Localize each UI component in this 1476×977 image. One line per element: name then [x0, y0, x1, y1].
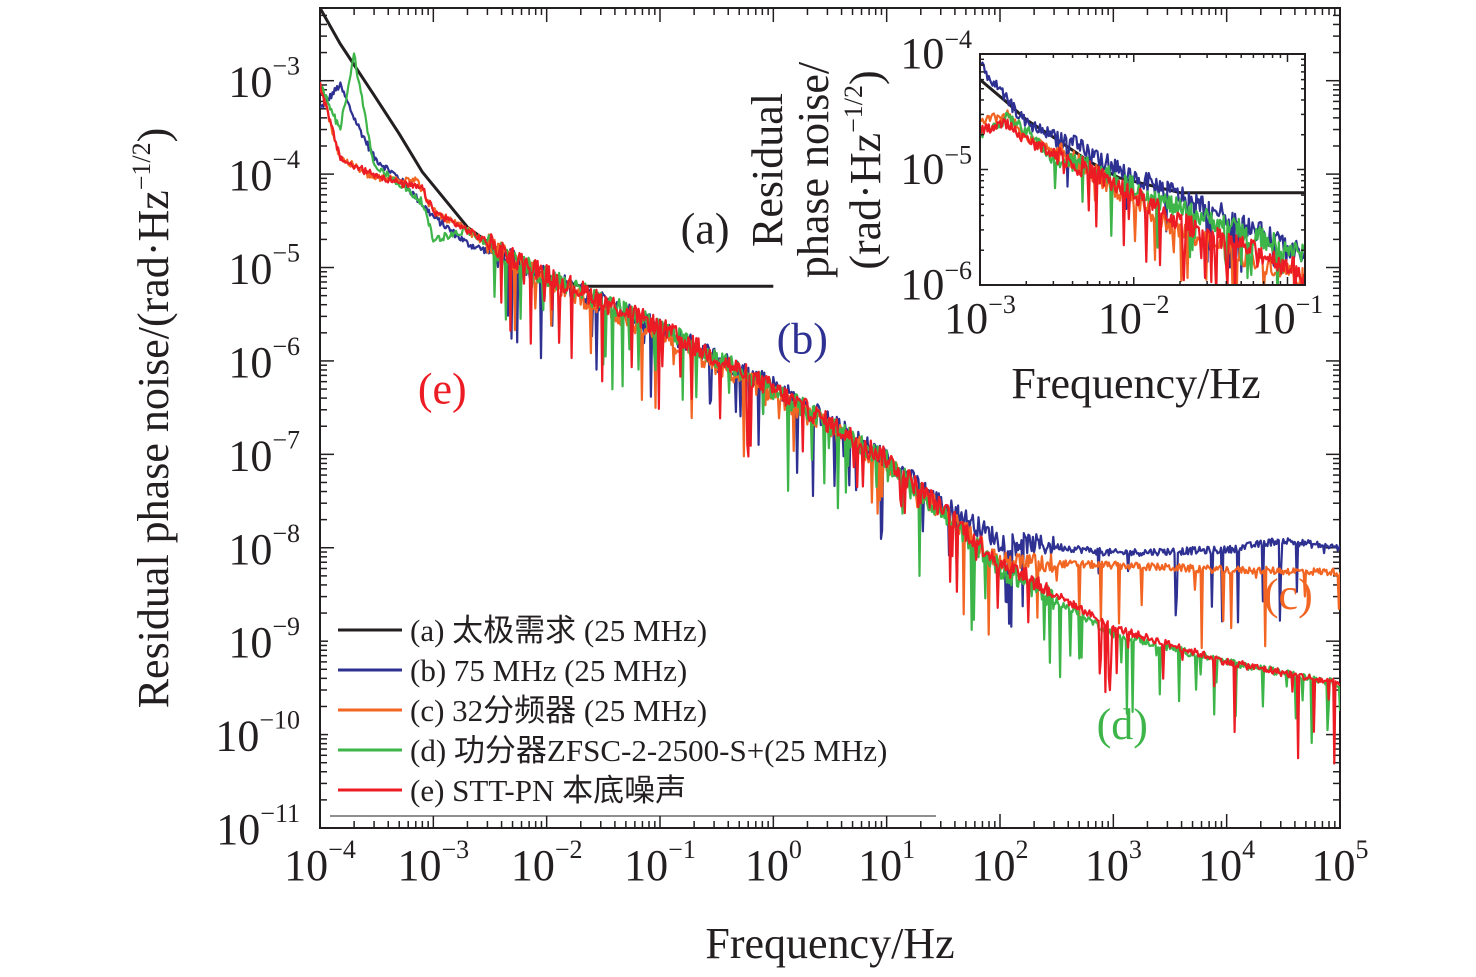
x-tick-label: 10−4	[284, 835, 356, 890]
y-tick-label: 10−10	[215, 706, 300, 761]
x-tick-label: 104	[1198, 835, 1255, 890]
y-tick-label: 10−11	[216, 799, 300, 854]
y-tick-label: 10−6	[900, 256, 972, 309]
annotation-a: (a)	[681, 205, 730, 254]
legend-label-e: (e) STT-PN 本底噪声	[410, 773, 686, 808]
main-ticks	[319, 7, 1341, 829]
legend-label-b: (b) 75 MHz (25 MHz)	[410, 653, 687, 688]
y-tick-label: 10−7	[228, 425, 300, 480]
inset-tick-labels: 10−3 10−2 10−1 10−6 10−5 10−4	[900, 25, 1323, 343]
series-line-e	[320, 82, 1340, 765]
annotations: (a) (b) (e) (c) (d)	[418, 205, 1313, 749]
legend-background	[328, 602, 938, 816]
inset-ticks	[979, 53, 1305, 286]
inset-y-label-line-3: (rad·Hz−1/2)	[839, 70, 890, 269]
main-tick-labels: 10−4 10−3 10−2 10−1 100 101 102 103 104 10510−111…	[215, 52, 1368, 890]
x-tick-label: 10−1	[1252, 290, 1324, 343]
inset-series-layer	[980, 61, 1305, 285]
x-tick-label: 10−2	[511, 835, 583, 890]
annotation-c: (c)	[1264, 570, 1313, 619]
x-tick-label: 10−1	[624, 835, 696, 890]
y-tick-label: 10−6	[228, 332, 300, 387]
x-tick-label: 105	[1312, 835, 1369, 890]
legend-label-a: (a) 太极需求 (25 MHz)	[410, 613, 707, 648]
x-tick-label: 10−3	[944, 290, 1016, 343]
x-tick-label: 103	[1085, 835, 1142, 890]
y-tick-label: 10−3	[228, 52, 300, 107]
inset-y-axis-label: Residual phase noise/ (rad·Hz−1/2)	[743, 61, 890, 278]
inset-y-label-line-2: phase noise/	[789, 61, 838, 278]
x-tick-label: 100	[745, 835, 802, 890]
y-tick-label: 10−8	[228, 519, 300, 574]
legend: (a) 太极需求 (25 MHz) (b) 75 MHz (25 MHz) (c) …	[328, 602, 938, 817]
series-line-e	[980, 117, 1305, 285]
x-tick-label: 102	[972, 835, 1029, 890]
main-plot-frame	[319, 7, 1341, 829]
annotation-b: (b)	[777, 315, 828, 364]
annotation-e: (e)	[418, 365, 467, 414]
main-x-axis-label: Frequency/Hz	[705, 919, 954, 968]
main-series-layer	[320, 8, 1340, 765]
inset-x-axis-label: Frequency/Hz	[1011, 359, 1260, 408]
x-tick-label: 10−3	[397, 835, 469, 890]
y-tick-label: 10−4	[900, 25, 972, 78]
series-line-b	[980, 61, 1305, 275]
legend-label-c: (c) 32分频器 (25 MHz)	[410, 693, 707, 728]
main-y-axis-label: Residual phase noise/(rad·Hz−1/2)	[127, 128, 178, 709]
x-tick-label: 10−2	[1098, 290, 1170, 343]
inset-y-label-line-1: Residual	[743, 93, 792, 247]
x-tick-label: 101	[858, 835, 915, 890]
y-tick-label: 10−5	[900, 141, 972, 194]
y-tick-label: 10−9	[228, 612, 300, 667]
y-tick-label: 10−4	[228, 145, 300, 200]
annotation-d: (d)	[1097, 700, 1148, 749]
legend-label-d: (d) 功分器ZFSC-2-2500-S+(25 MHz)	[410, 733, 887, 768]
y-tick-label: 10−5	[228, 239, 300, 294]
